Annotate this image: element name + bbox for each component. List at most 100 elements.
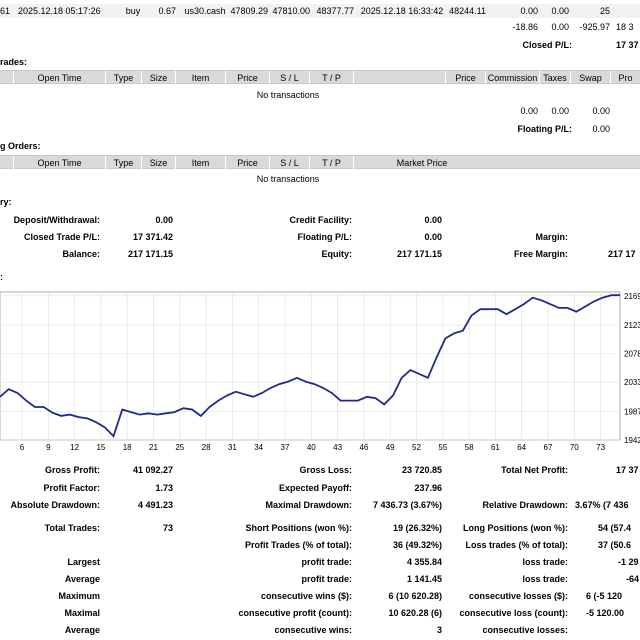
profit-factor-label: Profit Factor: (43, 483, 100, 493)
closed-pl-label: Closed P/L: (522, 40, 572, 50)
avg-profit-value: 1 141.45 (406, 574, 442, 584)
abs-drawdown-label: Absolute Drawdown: (10, 500, 101, 510)
wo-col-tp[interactable]: T / P (310, 156, 354, 170)
largest-profit-label: profit trade: (301, 557, 353, 567)
avg-cons-losses-value (576, 623, 640, 637)
balance-value: 217 171.15 (127, 249, 173, 259)
floating-label: Floating P/L: (297, 232, 353, 242)
chart-grid (0, 292, 620, 441)
cell-sl: 47810.00 (272, 6, 310, 16)
rel-drawdown-label: Relative Drawdown: (482, 500, 568, 510)
col-tp[interactable]: T / P (310, 71, 354, 85)
x-tick-label: 9 (46, 443, 51, 452)
closed-trade-row: 61 2025.12.18 05:17:26 buy 0.67 us30.cas… (0, 4, 640, 18)
cell-commission: 0.00 (520, 6, 538, 16)
col-price[interactable]: Price (226, 71, 270, 85)
profit-factor-value: 1.73 (155, 483, 173, 493)
col-blank-2 (354, 71, 446, 85)
x-tick-label: 67 (544, 443, 553, 452)
chart-x-ticks: 6 9 12 15 18 21 25 28 31 34 37 40 43 46 49 52 55 58 61 64 67… (20, 443, 606, 452)
equity-series-line (0, 294, 620, 438)
x-tick-label: 64 (517, 443, 526, 452)
total-net-value: 17 37 (616, 465, 639, 475)
wo-col-item[interactable]: Item (176, 156, 226, 170)
wo-col-open-time[interactable]: Open Time (14, 156, 106, 170)
closed-trade-pl-value: 17 371.42 (132, 232, 173, 242)
col-type[interactable]: Type (106, 71, 142, 85)
wo-col-type[interactable]: Type (106, 156, 142, 170)
margin-value (570, 230, 640, 244)
profit-trades-label: Profit Trades (% of total): (244, 540, 352, 550)
col-open-time[interactable]: Open Time (14, 71, 106, 85)
wo-col-price[interactable]: Price (226, 156, 270, 170)
largest-label: Largest (67, 557, 100, 567)
max-cons-losses-label: consecutive losses ($): (468, 591, 568, 601)
x-tick-label: 34 (254, 443, 263, 452)
open-trades-empty: No transactions (256, 90, 320, 100)
largest-profit-value: 4 355.84 (406, 557, 442, 567)
x-tick-label: 28 (202, 443, 211, 452)
maximal-cons-loss-value: -5 120.00 (586, 608, 625, 618)
credit-value: 0.00 (424, 215, 442, 225)
y-tick-label: 2123 (624, 321, 640, 330)
total-trades-label: Total Trades: (44, 523, 100, 533)
average2-label: Average (64, 625, 100, 635)
profit-trades-value: 36 (49.32%) (392, 540, 442, 550)
col-taxes[interactable]: Taxes (540, 71, 571, 85)
y-tick-label: 1987 (624, 407, 640, 416)
col-profit[interactable]: Pro (618, 73, 633, 83)
col-market-price[interactable]: Price (446, 71, 486, 85)
working-orders-title: g Orders: (0, 141, 41, 151)
col-sl[interactable]: S / L (270, 71, 310, 85)
abs-drawdown-value: 4 491.23 (137, 500, 173, 510)
wo-col-market-price[interactable]: Market Price (396, 158, 448, 168)
short-positions-value: 19 (26.32%) (392, 523, 442, 533)
avg-cons-wins-value: 3 (436, 625, 442, 635)
equity-chart: 6 9 12 15 18 21 25 28 31 34 37 40 43 46 49 52 55 58 61 64 67… (0, 291, 640, 452)
x-tick-label: 15 (96, 443, 105, 452)
total-swap: -925.97 (579, 22, 610, 32)
col-item[interactable]: Item (176, 71, 226, 85)
x-tick-label: 31 (228, 443, 237, 452)
balance-label: Balance: (62, 249, 100, 259)
maximal-label: Maximal (64, 608, 100, 618)
col-swap[interactable]: Swap (571, 71, 611, 85)
x-tick-label: 21 (149, 443, 158, 452)
chart-plot-area (0, 291, 621, 441)
wo-col-size[interactable]: Size (142, 156, 176, 170)
col-size[interactable]: Size (142, 71, 176, 85)
expected-payoff-value: 237.96 (414, 483, 442, 493)
maximal-cons-profit-label: consecutive profit (count): (238, 608, 352, 618)
cell-size: 0.67 (158, 6, 176, 16)
deposit-value: 0.00 (155, 215, 173, 225)
x-tick-label: 61 (491, 443, 500, 452)
gross-loss-label: Gross Loss: (299, 465, 352, 475)
col-commission[interactable]: Commission (486, 71, 540, 85)
total-taxes: 0.00 (551, 22, 569, 32)
total-net-label: Total Net Profit: (501, 465, 568, 475)
working-orders-empty: No transactions (256, 174, 320, 184)
open-total-swap: 0.00 (592, 106, 610, 116)
short-positions-label: Short Positions (won %): (245, 523, 353, 533)
floating-pl-label: Floating P/L: (517, 124, 573, 134)
wo-col-sl[interactable]: S / L (270, 156, 310, 170)
cell-open-time: 2025.12.18 05:17:26 (18, 6, 101, 16)
credit-label: Credit Facility: (289, 215, 352, 225)
x-tick-label: 55 (438, 443, 447, 452)
long-positions-label: Long Positions (won %): (463, 523, 568, 533)
max-cons-wins-label: consecutive wins ($): (260, 591, 352, 601)
rel-drawdown-value: 3.67% (7 436 (575, 500, 629, 510)
y-tick-label: 1942 (624, 436, 640, 445)
open-trades-header: Open Time Type Size Item Price S / L T /… (0, 70, 640, 85)
x-tick-label: 52 (412, 443, 421, 452)
col-blank (0, 71, 14, 85)
cell-ticket: 61 (0, 6, 11, 16)
x-tick-label: 58 (465, 443, 474, 452)
equity-label: Equity: (321, 249, 353, 259)
x-tick-label: 40 (307, 443, 316, 452)
chart-y-ticks: 2169 2123 2078 2033 1987 1942 (624, 292, 640, 445)
graph-title: : (0, 272, 3, 282)
y-tick-label: 2078 (624, 350, 640, 359)
working-orders-header: Open Time Type Size Item Price S / L T /… (0, 155, 640, 170)
cell-taxes: 0.00 (551, 6, 569, 16)
